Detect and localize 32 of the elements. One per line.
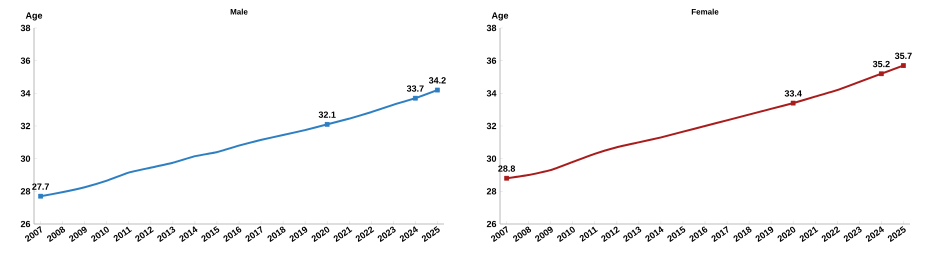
y-tick-label: 26 bbox=[20, 220, 30, 228]
y-tick-label: 36 bbox=[486, 57, 496, 64]
y-tick-label: 30 bbox=[20, 155, 30, 162]
data-label: 27.7 bbox=[32, 183, 49, 190]
point bbox=[38, 194, 44, 199]
point bbox=[412, 96, 418, 101]
point bbox=[504, 176, 510, 181]
data-label: 28.8 bbox=[498, 165, 516, 172]
y-tick-label: 32 bbox=[486, 122, 496, 130]
data-label: 32.1 bbox=[318, 111, 336, 118]
y-tick-label: 34 bbox=[486, 90, 496, 97]
y-tick-label: 32 bbox=[20, 122, 30, 130]
point bbox=[790, 100, 796, 106]
y-tick-label: 36 bbox=[20, 57, 30, 64]
y-axis-title: Age bbox=[492, 12, 508, 20]
y-tick-label: 38 bbox=[20, 24, 30, 32]
point bbox=[435, 88, 440, 92]
y-tick-label: 28 bbox=[486, 188, 496, 195]
y-tick-label: 38 bbox=[486, 24, 496, 32]
y-tick-label: 30 bbox=[486, 155, 496, 162]
y-tick-label: 28 bbox=[20, 188, 30, 195]
point bbox=[324, 122, 330, 127]
y-tick-label: 26 bbox=[486, 220, 496, 228]
y-tick-label: 34 bbox=[20, 90, 30, 97]
point bbox=[878, 71, 884, 76]
data-label: 35.7 bbox=[894, 52, 912, 60]
data-label: 34.2 bbox=[428, 77, 446, 84]
y-axis-title: Age bbox=[26, 12, 42, 20]
point bbox=[901, 63, 906, 68]
data-label: 35.2 bbox=[872, 60, 890, 68]
data-label: 33.4 bbox=[784, 90, 802, 97]
data-label: 33.7 bbox=[406, 85, 424, 92]
